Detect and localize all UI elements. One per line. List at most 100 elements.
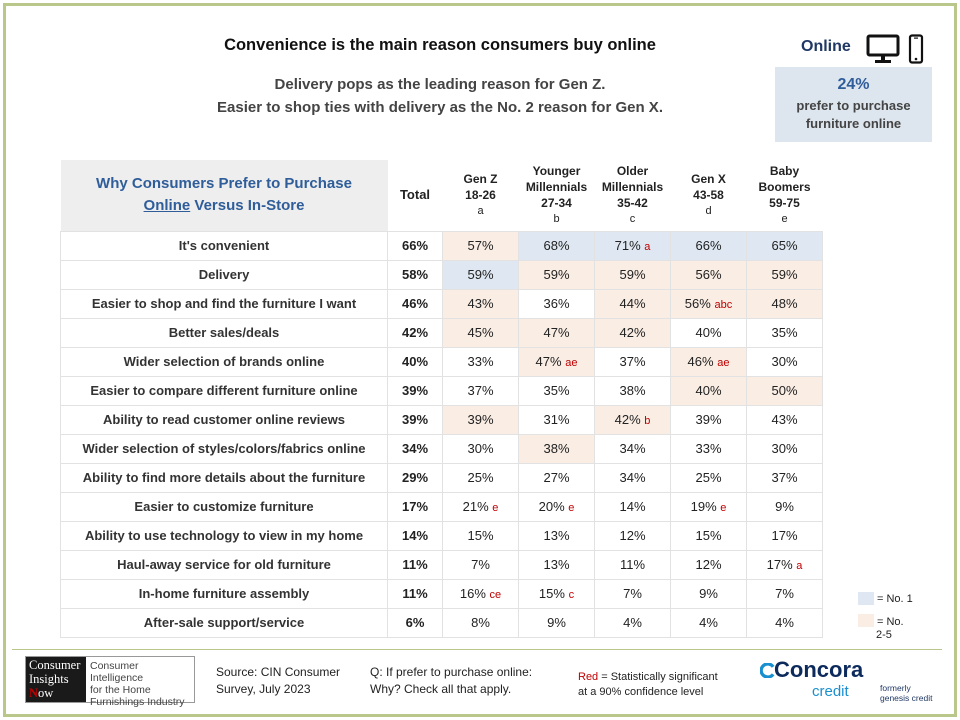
cell-value: 13%	[543, 528, 570, 543]
row-label: Easier to compare different furniture on…	[60, 375, 388, 406]
row-cell: 30%	[746, 433, 823, 464]
column-header-older-millennials: Older Millennials 35-42 c	[595, 160, 671, 231]
cell-value: 9%	[547, 615, 566, 630]
cell-value: 7%	[775, 586, 794, 601]
row-cell: 17% a	[746, 549, 823, 580]
row-total: 34%	[387, 433, 443, 464]
footer-divider	[12, 649, 942, 650]
question-line-1: Q: If prefer to purchase online:	[370, 665, 533, 679]
row-cell: 13%	[518, 549, 595, 580]
column-name-line-1: Baby	[769, 164, 800, 179]
table-header-row: Why Consumers Prefer to Purchase Online …	[60, 160, 823, 231]
source-line-2: Survey, July 2023	[216, 682, 311, 696]
cell-value: 39%	[695, 412, 722, 427]
row-total: 42%	[387, 317, 443, 348]
cell-value: 16%	[459, 586, 486, 601]
cell-value: 12%	[619, 528, 646, 543]
column-ages: 59-75	[769, 196, 800, 211]
row-cell: 50%	[746, 375, 823, 406]
table-row: Better sales/deals 42% 45% 47% 42% 40% 35%	[60, 317, 823, 348]
row-cell: 48%	[746, 288, 823, 319]
column-header-gen-z: Gen Z 18-26 a	[443, 160, 519, 231]
cell-value: 35%	[771, 325, 798, 340]
header-label-line-2: Online Versus In-Store	[61, 195, 388, 217]
logo-word-3: Now	[29, 686, 86, 700]
column-header-baby-boomers: Baby Boomers 59-75 e	[747, 160, 823, 231]
cell-value: 46%	[687, 354, 714, 369]
significance-marker: e	[492, 502, 499, 514]
subtitle-line-2: Easier to shop ties with delivery as the…	[217, 99, 663, 116]
column-header-total-label: Total	[399, 187, 431, 203]
cell-value: 7%	[623, 586, 642, 601]
row-total: 39%	[387, 404, 443, 435]
cell-value: 37%	[467, 383, 494, 398]
row-cell: 4%	[670, 607, 747, 638]
column-letter: e	[781, 213, 788, 226]
significance-marker: e	[568, 502, 575, 514]
row-total: 6%	[387, 607, 443, 638]
logo-word-2: Insights	[29, 672, 69, 686]
row-cell: 12%	[670, 549, 747, 580]
significance-marker: ae	[565, 357, 578, 369]
row-cell: 9%	[670, 578, 747, 609]
row-cell: 15%	[670, 520, 747, 551]
cell-value: 30%	[467, 441, 494, 456]
column-name-line-2: Gen X	[691, 172, 726, 187]
row-cell: 35%	[518, 375, 595, 406]
cell-value: 56%	[695, 267, 722, 282]
row-cell: 43%	[442, 288, 519, 319]
row-cell: 15%	[442, 520, 519, 551]
table-row: Haul-away service for old furniture 11% 7%…	[60, 549, 823, 580]
column-ages: 27-34	[541, 196, 572, 211]
cell-value: 40%	[695, 325, 722, 340]
row-cell: 42% b	[594, 404, 671, 435]
row-cell: 25%	[670, 462, 747, 493]
table-row: Ability to use technology to view in my …	[60, 520, 823, 551]
cell-value: 13%	[543, 557, 570, 572]
row-label: Easier to shop and find the furniture I …	[60, 288, 388, 319]
row-label: Ability to read customer online reviews	[60, 404, 388, 435]
cell-value: 71%	[614, 238, 641, 253]
header-label-online: Online	[143, 197, 191, 215]
row-cell: 47%	[518, 317, 595, 348]
cell-value: 33%	[695, 441, 722, 456]
table-row: In-home furniture assembly 11% 16% ce 15% c…	[60, 578, 823, 609]
cell-value: 59%	[771, 267, 798, 282]
cell-value: 42%	[619, 325, 646, 340]
row-cell: 36%	[518, 288, 595, 319]
row-total: 39%	[387, 375, 443, 406]
row-cell: 57%	[442, 230, 519, 261]
row-cell: 39%	[670, 404, 747, 435]
cell-value: 43%	[467, 296, 494, 311]
question-note: Q: If prefer to purchase online: Why? Ch…	[370, 664, 545, 698]
significance-line-2: at a 90% confidence level	[578, 686, 704, 698]
row-cell: 56%	[670, 259, 747, 290]
cell-value: 34%	[619, 470, 646, 485]
row-cell: 15% c	[518, 578, 595, 609]
row-cell: 38%	[518, 433, 595, 464]
row-cell: 7%	[442, 549, 519, 580]
cell-value: 7%	[471, 557, 490, 572]
cell-value: 48%	[771, 296, 798, 311]
row-total: 11%	[387, 578, 443, 609]
cell-value: 9%	[775, 499, 794, 514]
row-total: 17%	[387, 491, 443, 522]
column-name-line-2: Gen Z	[463, 172, 498, 187]
significance-note: Red = Statistically significant at a 90%…	[578, 670, 728, 700]
row-cell: 66%	[670, 230, 747, 261]
concora-logo: Concora credit	[760, 657, 870, 702]
cell-value: 15%	[538, 586, 565, 601]
row-label: Haul-away service for old furniture	[60, 549, 388, 580]
cell-value: 30%	[771, 441, 798, 456]
cell-value: 68%	[543, 238, 570, 253]
row-cell: 37%	[442, 375, 519, 406]
significance-marker: a	[796, 560, 803, 572]
row-label: It's convenient	[60, 230, 388, 261]
significance-marker: b	[644, 415, 651, 427]
cell-value: 37%	[619, 354, 646, 369]
row-cell: 21% e	[442, 491, 519, 522]
row-cell: 4%	[594, 607, 671, 638]
row-cell: 43%	[746, 404, 823, 435]
row-label: Wider selection of styles/colors/fabrics…	[60, 433, 388, 464]
column-letter: d	[705, 205, 712, 218]
